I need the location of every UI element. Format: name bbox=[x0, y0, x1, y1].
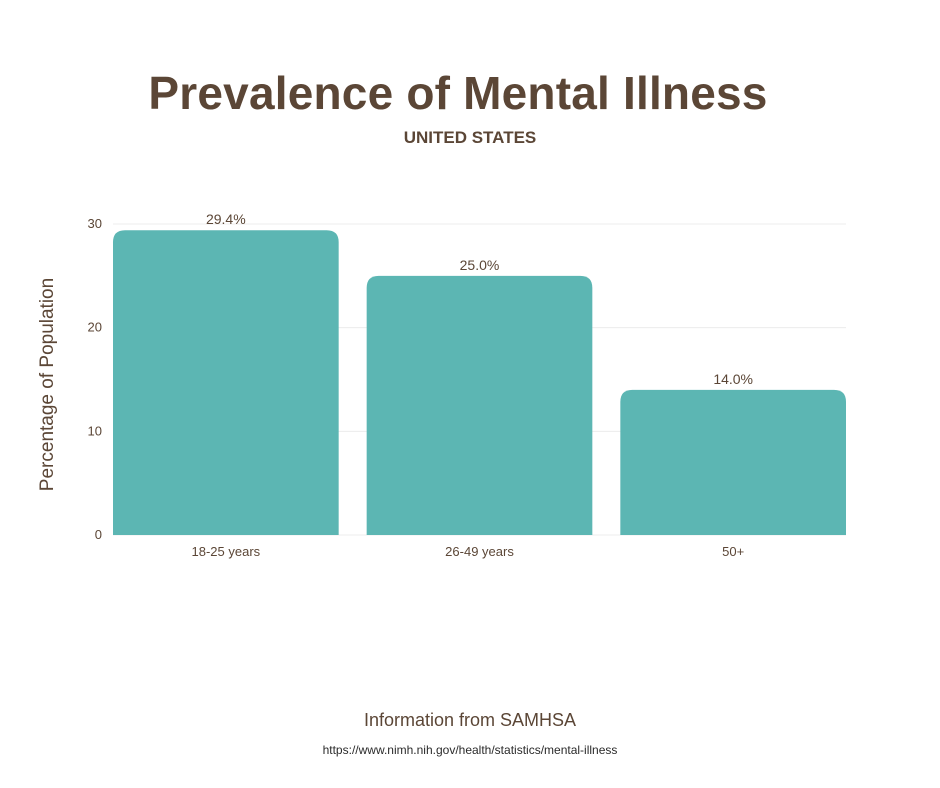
bars bbox=[113, 230, 846, 535]
bar-0 bbox=[113, 230, 339, 535]
data-labels: 29.4% 25.0% 14.0% bbox=[206, 211, 753, 387]
y-axis-ticks: 0 10 20 30 bbox=[88, 216, 102, 542]
chart-title: Prevalence of Mental Illness bbox=[148, 67, 768, 119]
source-note: Information from SAMHSA bbox=[363, 710, 577, 730]
y-tick-label: 10 bbox=[88, 423, 102, 438]
x-tick-label: 26-49 years bbox=[445, 544, 514, 559]
bar-chart: 29.4% 25.0% 14.0% 0 10 20 30 18-25 years 26-49… bbox=[37, 211, 846, 559]
x-tick-label: 18-25 years bbox=[192, 544, 261, 559]
source-url: https://www.nimh.nih.gov/health/statisti… bbox=[322, 743, 618, 757]
bar-2 bbox=[620, 389, 846, 535]
y-tick-label: 0 bbox=[95, 527, 102, 542]
data-label: 29.4% bbox=[206, 211, 246, 227]
x-axis-ticks: 18-25 years 26-49 years 50+ bbox=[192, 544, 745, 559]
bar-1 bbox=[366, 275, 593, 535]
y-tick-label: 30 bbox=[88, 216, 102, 231]
chart-subtitle: UNITED STATES bbox=[403, 128, 537, 147]
y-axis-label: Percentage of Population bbox=[37, 278, 58, 491]
y-tick-label: 20 bbox=[88, 320, 102, 335]
data-label: 25.0% bbox=[460, 257, 500, 273]
x-tick-label: 50+ bbox=[722, 544, 744, 559]
data-label: 14.0% bbox=[713, 371, 753, 387]
